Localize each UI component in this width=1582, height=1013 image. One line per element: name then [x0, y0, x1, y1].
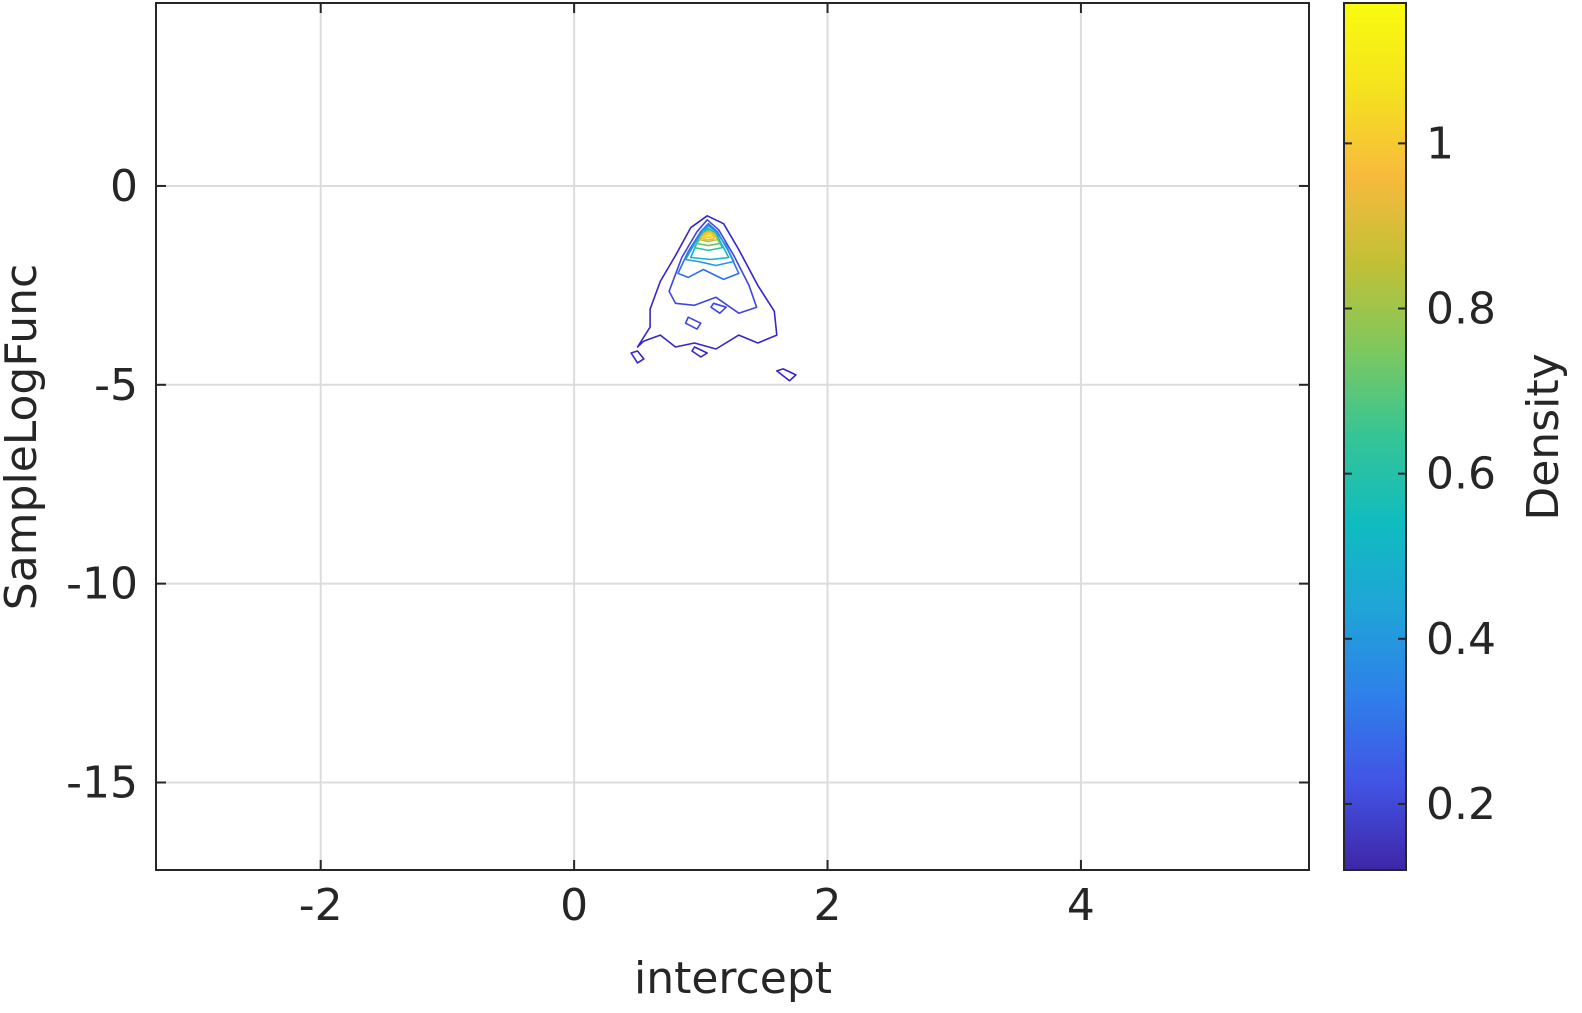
x-tick-label: -2	[299, 880, 343, 931]
x-axis-label: intercept	[634, 953, 832, 1004]
plot-area-frame	[155, 2, 1310, 871]
colorbar-tick-label: 0.2	[1426, 779, 1496, 830]
colorbar-tick-label: 0.6	[1426, 449, 1496, 500]
colorbar-label: Density	[1518, 353, 1569, 520]
contour-lines	[630, 215, 797, 382]
y-tick-label: -5	[94, 360, 138, 411]
colorbar-tick-label: 0.8	[1426, 284, 1496, 335]
colorbar: 0.2 0.4 0.6 0.8 1 Density	[1343, 2, 1569, 871]
contour-line	[668, 219, 758, 315]
contour-line	[684, 316, 702, 330]
contour-line	[702, 232, 715, 239]
colorbar-gradient	[1343, 2, 1407, 871]
colorbar-ticks: 0.2 0.4 0.6 0.8 1	[1344, 118, 1496, 830]
grid	[156, 3, 1309, 870]
y-tick-label: 0	[110, 161, 138, 212]
axis-ticks	[156, 3, 1309, 870]
contour-line	[630, 350, 645, 364]
y-tick-label: -15	[66, 758, 138, 809]
contour-line	[636, 215, 778, 350]
colorbar-tick-label: 0.4	[1426, 614, 1496, 665]
x-axis-tick-labels: -2 0 2 4	[299, 880, 1095, 931]
colorbar-tick-label: 1	[1426, 118, 1454, 169]
contour-line	[699, 231, 716, 241]
x-tick-label: 0	[560, 880, 588, 931]
contour-line	[775, 368, 797, 382]
contour-line	[710, 302, 728, 315]
x-tick-label: 2	[814, 880, 842, 931]
y-tick-label: -10	[66, 559, 138, 610]
contour-line	[691, 346, 709, 358]
contour-line	[684, 224, 735, 267]
y-axis-tick-labels: 0 -5 -10 -15	[66, 161, 138, 809]
y-axis-label: SampleLogFunc	[0, 264, 47, 610]
x-tick-label: 4	[1067, 880, 1095, 931]
contour-line	[705, 233, 712, 238]
